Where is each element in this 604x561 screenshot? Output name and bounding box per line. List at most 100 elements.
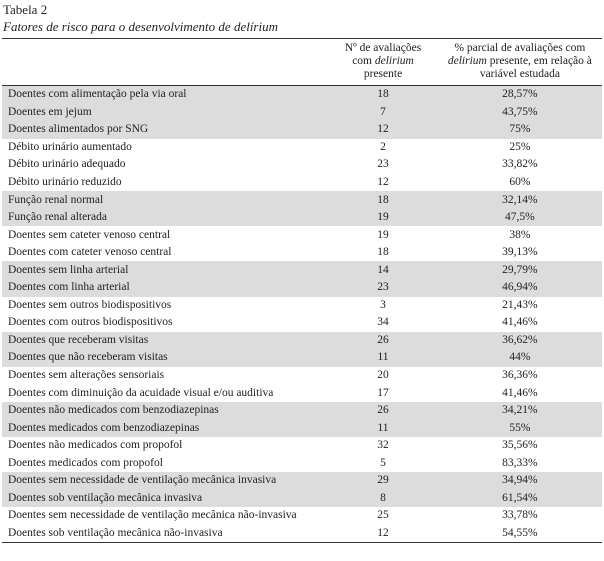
table-row: Débito urinário reduzido 12 60% xyxy=(2,174,602,192)
row-label: Doentes com outros biodispositivos xyxy=(8,316,173,329)
cell: 61,54% xyxy=(437,489,602,508)
cell: 8 xyxy=(328,489,438,508)
cell: 55% xyxy=(437,419,602,437)
row-label: Doentes sem cateter venoso central xyxy=(8,228,171,241)
cell: 19 xyxy=(377,228,389,241)
cell: 41,46% xyxy=(502,386,538,399)
cell: 60% xyxy=(509,176,531,188)
cell: 5 xyxy=(380,456,386,469)
cell: 18 xyxy=(377,246,389,259)
cell: 39,13% xyxy=(502,246,538,259)
cell: 18 xyxy=(328,191,438,209)
cell: 21,43% xyxy=(502,298,538,311)
table-row: Doentes com linha arterial 23 46,94% xyxy=(2,279,602,297)
cell: 12 xyxy=(328,121,438,139)
table-row: Doentes sem outros biodispositivos 3 21,43… xyxy=(2,297,602,315)
table-row: Doentes que receberam visitas 26 36,62% xyxy=(2,331,602,350)
cell: 7 xyxy=(328,103,438,122)
cell: 36,36% xyxy=(502,369,538,382)
table-row: Doentes medicados com propofol 5 83,33% xyxy=(2,454,602,472)
table-caption: Tabela 2 xyxy=(3,2,48,17)
row-label: Doentes que não receberam visitas xyxy=(2,349,329,367)
table-row: Doentes sem cateter venoso central 19 38% xyxy=(2,226,602,244)
row-label: Doentes medicados com propofol xyxy=(8,456,163,469)
cell: 33,82% xyxy=(502,158,538,171)
cell: 83,33% xyxy=(502,456,538,469)
risk-table: Nº de avaliações com delirium presente %… xyxy=(2,38,602,544)
header-text: delirium xyxy=(374,55,414,67)
cell: 11 xyxy=(328,419,438,437)
cell: 25 xyxy=(377,509,389,522)
row-label: Doentes com diminuição da acuidade visua… xyxy=(8,386,274,399)
cell: 33,78% xyxy=(502,509,538,522)
cell: 25% xyxy=(509,140,531,153)
table-row: Doentes em jejum 7 43,75% xyxy=(2,103,602,122)
cell: 29 xyxy=(328,472,438,490)
row-label: Doentes com linha arterial xyxy=(2,279,329,297)
table-row: Doentes com outros biodispositivos 34 41,4… xyxy=(2,314,602,332)
cell: 18 xyxy=(328,85,438,104)
cell: 36,62% xyxy=(437,331,602,350)
header-cell: Nº de avaliações com delirium presente xyxy=(328,38,438,86)
cell: 32,14% xyxy=(437,191,602,209)
cell: 23 xyxy=(328,279,438,297)
table-row: Doentes sem linha arterial 14 29,79% xyxy=(2,261,602,280)
row-label: Função renal normal xyxy=(2,191,329,209)
table-row: Doentes com cateter venoso central 18 39,1… xyxy=(2,244,602,262)
table-row: Doentes sob ventilação mecânica invasiva… xyxy=(2,489,602,508)
row-label: Doentes sob ventilação mecânica invasiva xyxy=(2,489,329,508)
row-label: Doentes que receberam visitas xyxy=(2,331,329,350)
cell: 34,94% xyxy=(437,472,602,490)
cell: 19 xyxy=(328,208,438,227)
cell: 41,46% xyxy=(502,316,538,329)
cell: 47,5% xyxy=(437,208,602,227)
table-subtitle: Fatores de risco para o desenvolvimento … xyxy=(3,19,278,34)
table-row: Doentes com diminuição da acuidade visua… xyxy=(2,384,602,402)
cell: 17 xyxy=(377,386,389,399)
cell: 75% xyxy=(437,121,602,139)
cell: 12 xyxy=(377,176,389,188)
cell: 11 xyxy=(328,349,438,367)
table-row: Função renal alterada 19 47,5% xyxy=(2,208,602,227)
row-label: Doentes sem necessidade de ventilação me… xyxy=(2,472,329,490)
row-label: Doentes medicados com benzodiazepinas xyxy=(2,419,329,437)
header-text: presente xyxy=(363,68,403,80)
header-cell xyxy=(2,38,329,86)
cell: 54,55% xyxy=(437,524,602,544)
table-row: Função renal normal 18 32,14% xyxy=(2,191,602,209)
header-text: presente, em relação à variável estudada xyxy=(479,55,592,80)
table-row: Doentes não medicados com benzodiazepina… xyxy=(2,401,602,420)
header-text: Nº de avaliações xyxy=(344,42,422,54)
header-cell: % parcial de avaliações com delirium pre… xyxy=(437,38,602,86)
table-row: Doentes com alimentação pela via oral 18 2… xyxy=(2,85,602,104)
row-label: Doentes sob ventilação mecânica não-inva… xyxy=(2,524,329,544)
row-label: Função renal alterada xyxy=(2,208,329,227)
row-label: Doentes não medicados com benzodiazepina… xyxy=(2,401,329,420)
row-label: Doentes alimentados por SNG xyxy=(2,121,329,139)
row-label: Doentes com cateter venoso central xyxy=(8,246,172,259)
header-text: delirium xyxy=(447,55,487,67)
cell: 35,56% xyxy=(502,439,538,452)
table-row: Doentes medicados com benzodiazepinas 11 5… xyxy=(2,419,602,437)
table-row: Doentes sem alterações sensoriais 20 36,36… xyxy=(2,367,602,385)
cell: 2 xyxy=(380,140,386,153)
row-label: Débito urinário aumentado xyxy=(8,140,132,153)
table-row: Débito urinário adequado 23 33,82% xyxy=(2,156,602,174)
cell: 44% xyxy=(437,349,602,367)
row-label: Doentes não medicados com propofol xyxy=(8,439,183,452)
row-label: Doentes sem outros biodispositivos xyxy=(8,298,172,311)
cell: 46,94% xyxy=(437,279,602,297)
table-row: Débito urinário aumentado 2 25% xyxy=(2,139,602,157)
row-label: Doentes em jejum xyxy=(2,103,329,122)
table-row: Doentes sem necessidade de ventilação me… xyxy=(2,507,602,525)
cell: 20 xyxy=(377,369,389,382)
cell: 34 xyxy=(377,316,389,329)
row-label: Doentes sem necessidade de ventilação me… xyxy=(8,509,297,522)
table-row: Doentes não medicados com propofol 32 35,5… xyxy=(2,437,602,455)
row-label: Doentes com alimentação pela via oral xyxy=(2,85,329,104)
row-label: Doentes sem linha arterial xyxy=(2,261,329,280)
cell: 26 xyxy=(328,331,438,350)
cell: 43,75% xyxy=(437,103,602,122)
table-row: Doentes sob ventilação mecânica não-inva… xyxy=(2,524,602,544)
